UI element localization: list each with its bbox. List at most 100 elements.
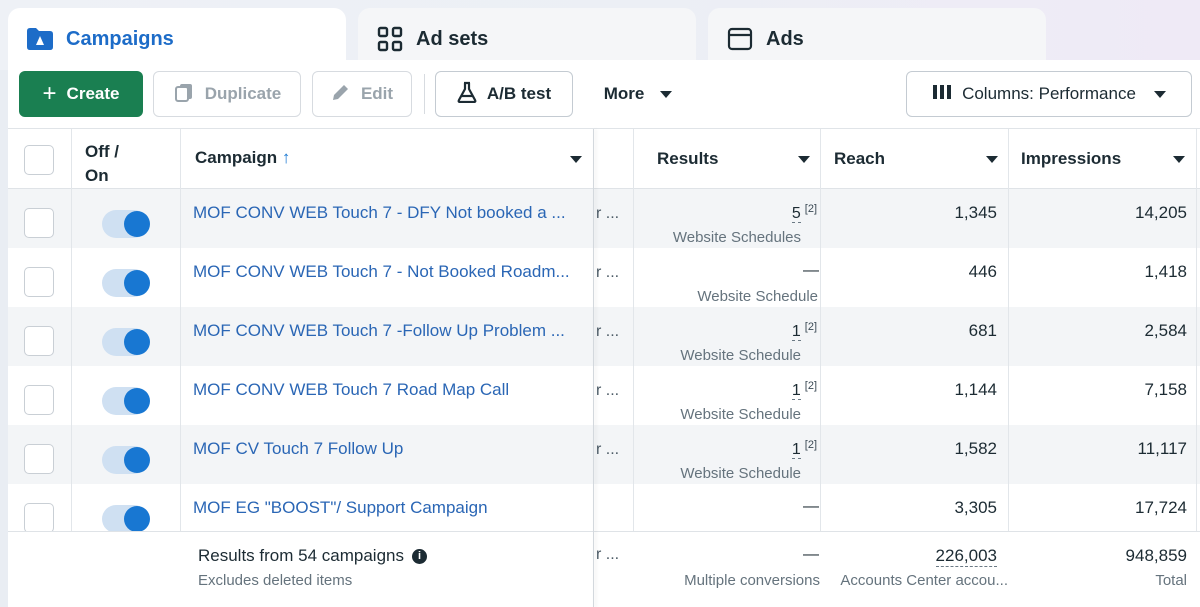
- campaign-name-link[interactable]: MOF CONV WEB Touch 7 - DFY Not booked a …: [193, 203, 566, 222]
- result-value: —: [803, 262, 819, 279]
- create-label: Create: [66, 84, 120, 103]
- impressions-header[interactable]: Impressions: [1021, 149, 1122, 168]
- result-type: Website Schedule: [680, 406, 801, 423]
- summary-impressions: 948,859: [1125, 546, 1187, 565]
- flask-icon: [457, 81, 477, 108]
- reach-value: 681: [968, 321, 997, 340]
- column-divider: [633, 129, 634, 607]
- column-divider: [820, 129, 821, 607]
- column-divider: [1196, 129, 1197, 607]
- table-row[interactable]: MOF CV Touch 7 Follow Up r ... 1 [2] Webs…: [8, 425, 1200, 484]
- row-checkbox[interactable]: [24, 503, 54, 531]
- columns-label: Columns: Performance: [962, 84, 1136, 103]
- select-all-checkbox[interactable]: [24, 145, 54, 175]
- summary-label: Results from 54 campaigns i: [198, 546, 427, 566]
- campaign-toggle[interactable]: [102, 505, 150, 531]
- result-value: 1 [2]: [791, 380, 817, 401]
- reach-header[interactable]: Reach: [834, 149, 886, 168]
- result-type: Website Schedule: [680, 465, 801, 482]
- ab-test-button[interactable]: A/B test: [435, 71, 573, 117]
- info-icon[interactable]: i: [411, 548, 427, 564]
- create-button[interactable]: + Create: [19, 71, 143, 117]
- ab-test-label: A/B test: [486, 84, 552, 103]
- caret-down-icon: [660, 90, 673, 98]
- columns-dropdown[interactable]: Columns: Performance: [906, 71, 1192, 117]
- campaign-header[interactable]: Campaign ↑: [195, 148, 290, 168]
- tab-ads[interactable]: Ads: [708, 8, 1046, 70]
- folder-icon: [26, 25, 54, 53]
- campaign-name-link[interactable]: MOF CV Touch 7 Follow Up: [193, 439, 404, 458]
- campaigns-table: Off / On Campaign ↑ Results Reach Impres…: [8, 128, 1200, 607]
- impressions-menu-caret-icon[interactable]: [1173, 156, 1185, 163]
- row-checkbox[interactable]: [24, 326, 54, 356]
- summary-text: Results from 54 campaigns: [198, 546, 404, 565]
- tab-label: Ads: [766, 27, 804, 50]
- impressions-value: 14,205: [1135, 203, 1187, 222]
- campaign-name-link[interactable]: MOF CONV WEB Touch 7 -Follow Up Problem …: [193, 321, 565, 340]
- campaign-toggle[interactable]: [102, 269, 150, 297]
- reach-value: 3,305: [954, 498, 997, 517]
- results-menu-caret-icon[interactable]: [798, 156, 810, 163]
- summary-subtext: Excludes deleted items: [198, 572, 353, 589]
- summary-result-type: Multiple conversions: [684, 572, 820, 589]
- truncated-cell: r ...: [596, 382, 620, 399]
- duplicate-button[interactable]: Duplicate: [153, 71, 301, 117]
- toolbar: + Create Duplicate Edit A/B test More Co…: [8, 60, 1200, 128]
- table-header: Off / On Campaign ↑ Results Reach Impres…: [8, 129, 1200, 189]
- reach-value: 1,144: [954, 380, 997, 399]
- table-row[interactable]: MOF CONV WEB Touch 7 Road Map Call r ...…: [8, 366, 1200, 425]
- table-row[interactable]: MOF EG "BOOST"/ Support Campaign — 3,305…: [8, 484, 1200, 531]
- tab-campaigns[interactable]: Campaigns: [8, 8, 346, 70]
- table-row[interactable]: MOF CONV WEB Touch 7 -Follow Up Problem …: [8, 307, 1200, 366]
- summary-result: —: [803, 546, 819, 563]
- ad-window-icon: [726, 25, 754, 53]
- frozen-column-edge: [593, 129, 594, 607]
- row-checkbox[interactable]: [24, 444, 54, 474]
- table-summary-footer: Results from 54 campaigns i Excludes del…: [8, 531, 1200, 607]
- summary-reach-sub: Accounts Center accou...: [840, 572, 1008, 589]
- results-header[interactable]: Results: [657, 149, 719, 168]
- impressions-value: 11,117: [1137, 439, 1187, 458]
- duplicate-icon: [173, 81, 195, 108]
- result-value: —: [803, 498, 819, 515]
- row-checkbox[interactable]: [24, 385, 54, 415]
- campaign-name-link[interactable]: MOF EG "BOOST"/ Support Campaign: [193, 498, 488, 517]
- campaign-menu-caret-icon[interactable]: [570, 156, 582, 163]
- tab-label: Campaigns: [66, 27, 174, 50]
- row-checkbox[interactable]: [24, 267, 54, 297]
- row-checkbox[interactable]: [24, 208, 54, 238]
- impressions-value: 1,418: [1144, 262, 1187, 281]
- impressions-value: 17,724: [1135, 498, 1187, 517]
- reach-menu-caret-icon[interactable]: [986, 156, 998, 163]
- impressions-value: 2,584: [1144, 321, 1187, 340]
- columns-icon: [932, 84, 952, 105]
- campaign-name-link[interactable]: MOF CONV WEB Touch 7 - Not Booked Roadm.…: [193, 262, 570, 281]
- campaign-toggle[interactable]: [102, 210, 150, 238]
- more-label: More: [603, 84, 645, 103]
- campaign-toggle[interactable]: [102, 446, 150, 474]
- edit-button[interactable]: Edit: [312, 71, 412, 117]
- reach-value: 446: [968, 262, 997, 281]
- result-value: 1 [2]: [791, 321, 817, 342]
- reach-value: 1,345: [954, 203, 997, 222]
- tab-ad-sets[interactable]: Ad sets: [358, 8, 696, 70]
- result-type: Website Schedules: [672, 229, 801, 246]
- toolbar-divider: [424, 74, 425, 114]
- campaign-name-link[interactable]: MOF CONV WEB Touch 7 Road Map Call: [193, 380, 510, 399]
- column-divider: [180, 129, 181, 607]
- table-row[interactable]: MOF CONV WEB Touch 7 - Not Booked Roadm.…: [8, 248, 1200, 307]
- more-dropdown[interactable]: More: [593, 71, 683, 117]
- table-row[interactable]: MOF CONV WEB Touch 7 - DFY Not booked a …: [8, 189, 1200, 248]
- impressions-value: 7,158: [1144, 380, 1187, 399]
- pencil-icon: [331, 82, 351, 107]
- summary-reach: 226,003: [935, 546, 997, 567]
- campaign-header-label: Campaign: [195, 148, 278, 167]
- off-on-header: Off / On: [85, 140, 119, 188]
- off-on-line1: Off /: [85, 142, 119, 161]
- off-on-line2: On: [85, 166, 109, 185]
- campaign-toggle[interactable]: [102, 328, 150, 356]
- truncated-cell: r ...: [596, 323, 620, 340]
- campaign-toggle[interactable]: [102, 387, 150, 415]
- reach-value: 1,582: [954, 439, 997, 458]
- result-type: Website Schedule: [680, 347, 801, 364]
